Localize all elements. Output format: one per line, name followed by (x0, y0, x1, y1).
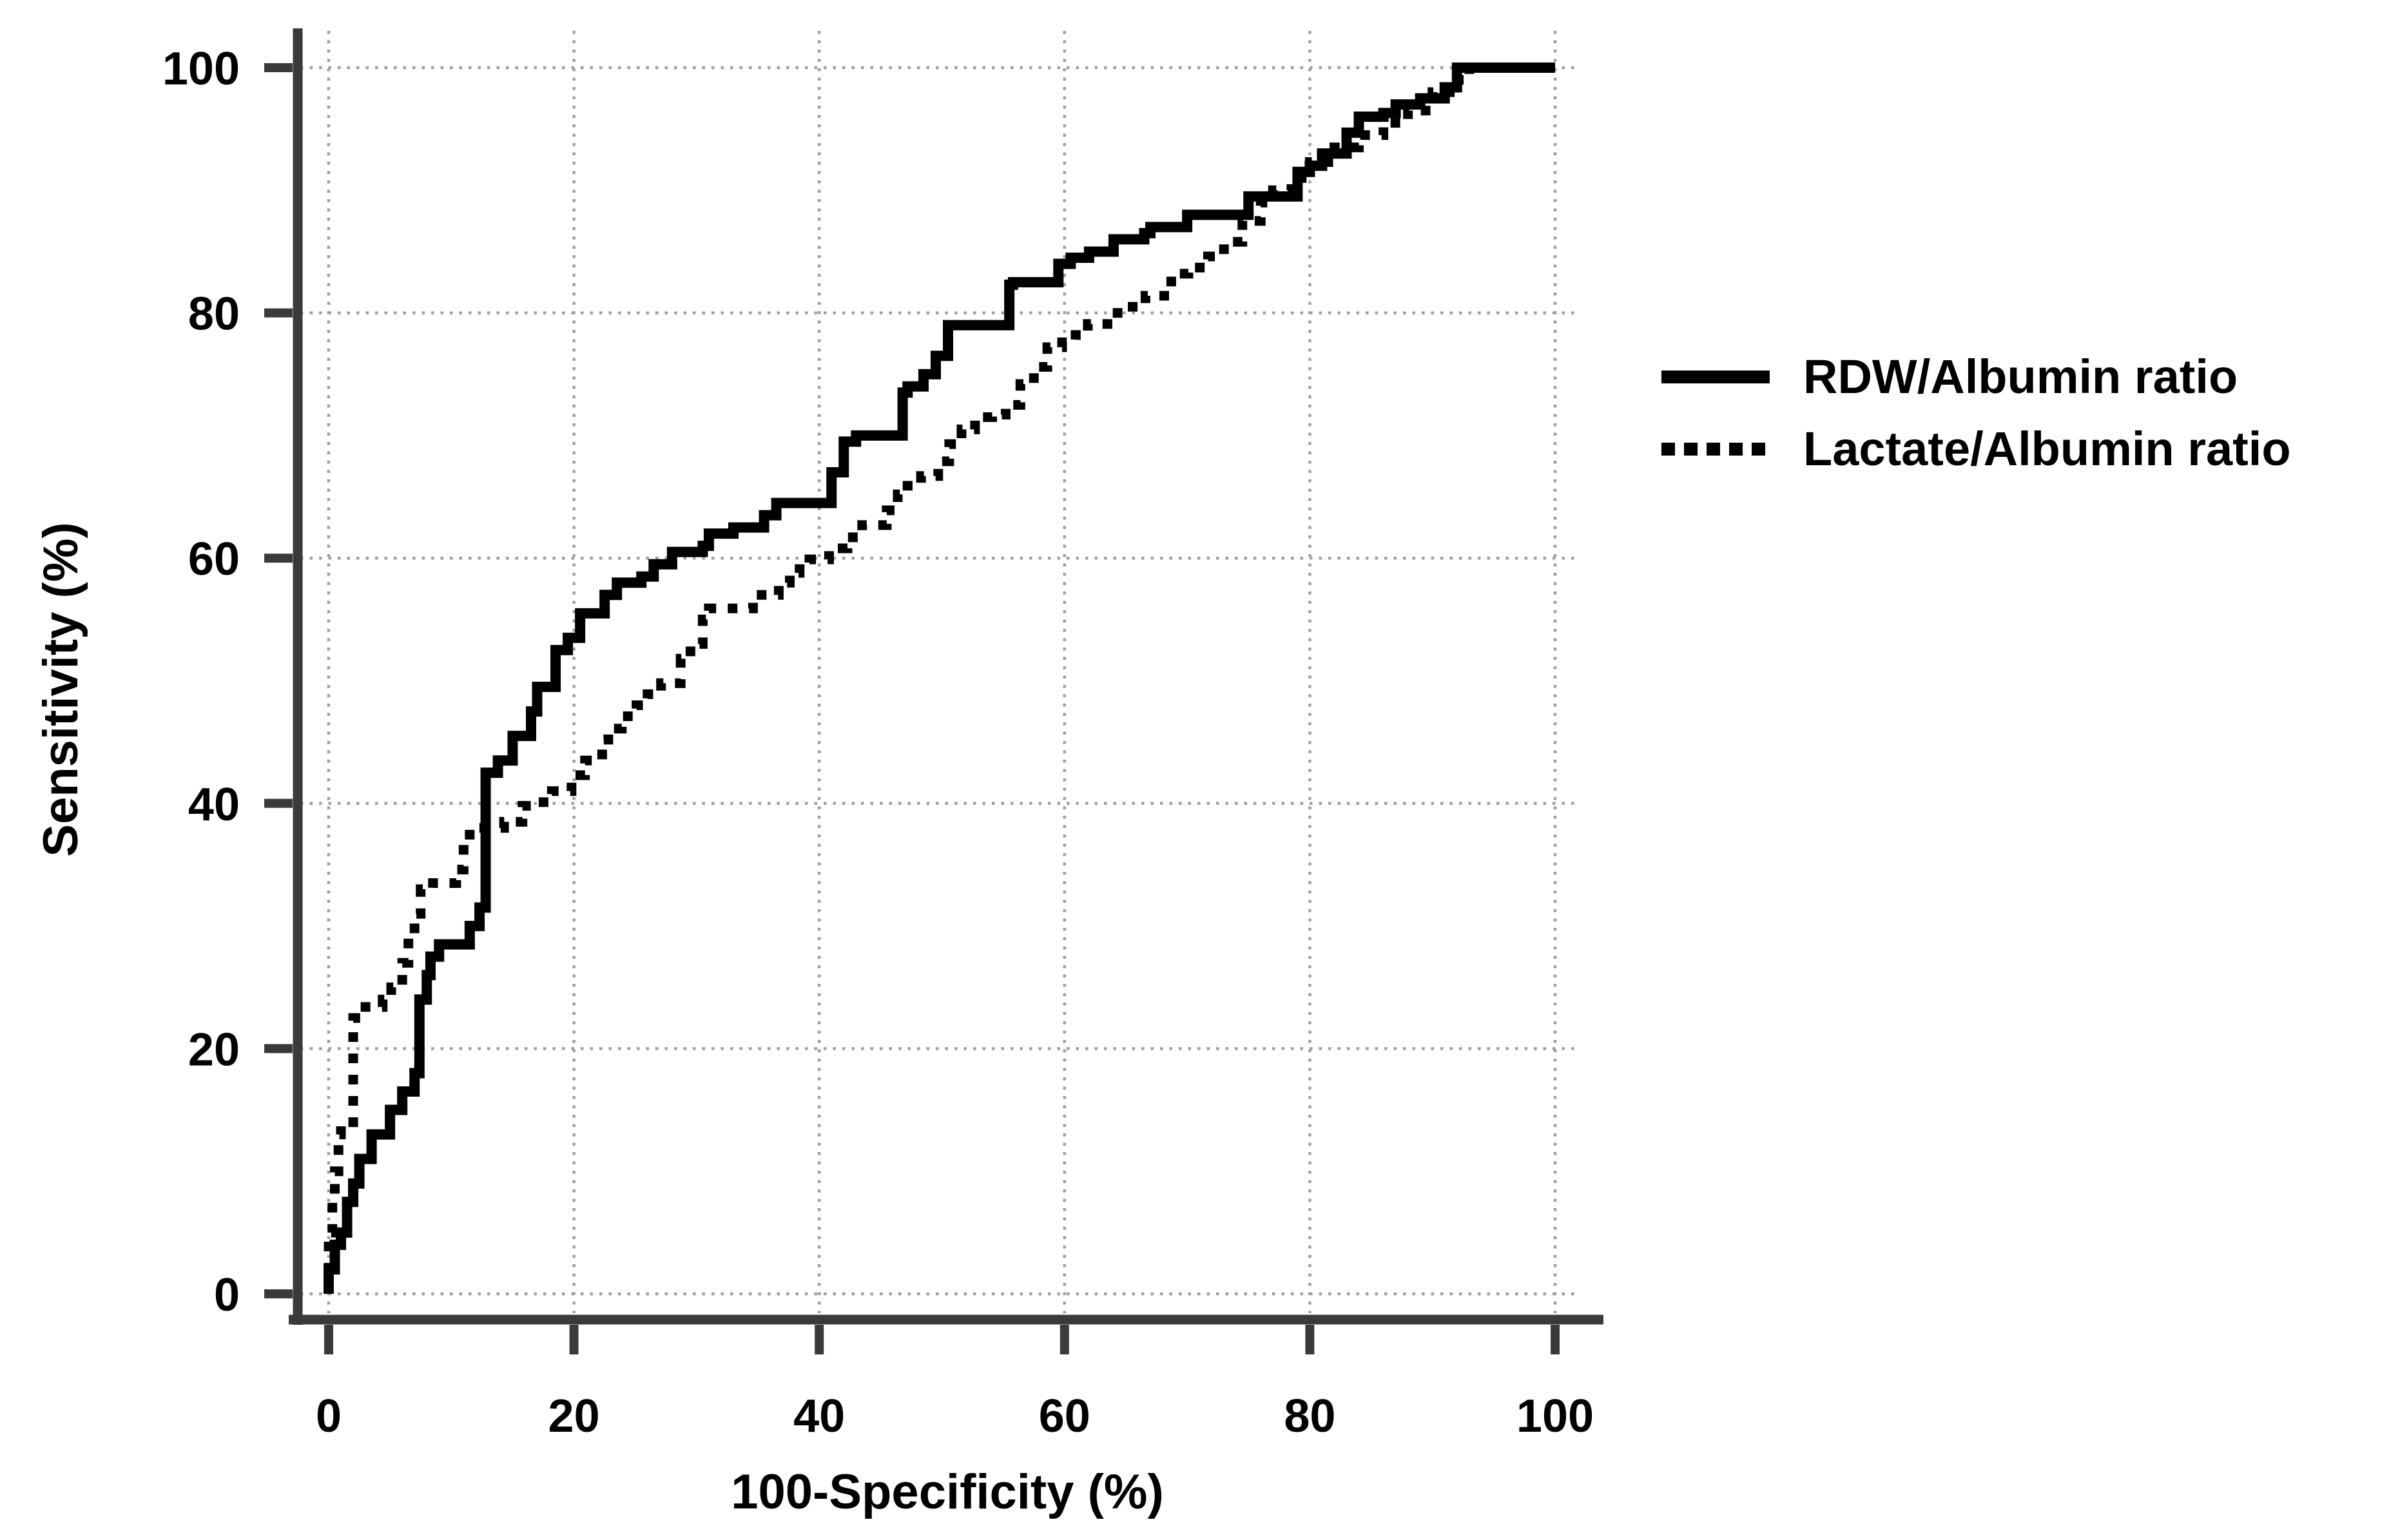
x-tick-label-0: 0 (316, 1391, 342, 1442)
y-tick-label-100: 100 (162, 43, 240, 95)
series-curves (324, 63, 1555, 1294)
axes (289, 28, 1603, 1325)
x-tick-label-20: 20 (548, 1391, 600, 1442)
x-axis-title: 100-Specificity (%) (731, 1465, 1164, 1519)
lactate-albumin-ratio-curve (324, 63, 1555, 1294)
y-tick-label-20: 20 (188, 1024, 240, 1075)
legend-label-lactate-albumin: Lactate/Albumin ratio (1803, 422, 2291, 476)
solid-line-swatch-icon (1661, 371, 1770, 383)
y-tick-label-60: 60 (188, 534, 240, 585)
gridlines (300, 31, 1580, 1313)
legend: RDW/Albumin ratio Lactate/Albumin ratio (1661, 353, 2291, 473)
x-tick-label-60: 60 (1039, 1391, 1090, 1442)
y-axis-title: Sensitivity (%) (34, 522, 88, 857)
dotted-line-swatch-icon (1661, 443, 1770, 456)
tick-labels: 0 20 40 60 80 100 0 20 40 60 80 100 (162, 43, 1594, 1442)
y-tick-label-80: 80 (188, 289, 240, 340)
rdw-albumin-ratio-curve (324, 63, 1555, 1294)
y-tick-label-0: 0 (214, 1269, 240, 1321)
x-tick-label-100: 100 (1516, 1391, 1594, 1442)
legend-row-lactate-albumin: Lactate/Albumin ratio (1661, 425, 2291, 473)
y-tick-label-40: 40 (188, 779, 240, 831)
x-tick-label-40: 40 (793, 1391, 845, 1442)
x-tick-label-80: 80 (1284, 1391, 1335, 1442)
legend-row-rdw-albumin: RDW/Albumin ratio (1661, 353, 2291, 401)
legend-label-rdw-albumin: RDW/Albumin ratio (1803, 350, 2238, 403)
tick-marks (264, 63, 1560, 1354)
